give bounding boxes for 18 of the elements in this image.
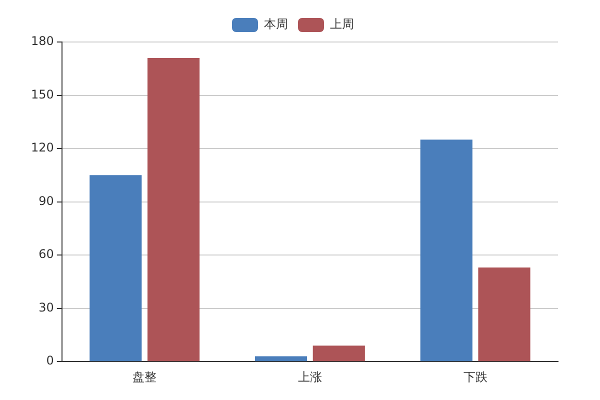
bar bbox=[478, 267, 530, 362]
bar bbox=[147, 58, 200, 362]
y-tick-label: 60 bbox=[38, 247, 54, 262]
y-tick-label: 0 bbox=[46, 354, 54, 368]
legend-label: 上周 bbox=[330, 17, 354, 32]
y-tick-label: 90 bbox=[38, 194, 54, 208]
bar bbox=[90, 175, 142, 362]
legend-label: 本周 bbox=[264, 17, 288, 32]
y-tick-label: 150 bbox=[31, 87, 54, 102]
bar bbox=[312, 346, 365, 362]
bar bbox=[254, 356, 308, 362]
y-tick-label: 30 bbox=[38, 300, 54, 314]
x-tick-label: 盘整 bbox=[132, 370, 157, 384]
x-tick-label: 下跌 bbox=[463, 370, 488, 384]
bar bbox=[420, 140, 472, 362]
x-tick-label: 上涨 bbox=[298, 370, 322, 384]
y-tick-label: 180 bbox=[31, 34, 54, 48]
y-tick-label: 120 bbox=[31, 140, 54, 155]
